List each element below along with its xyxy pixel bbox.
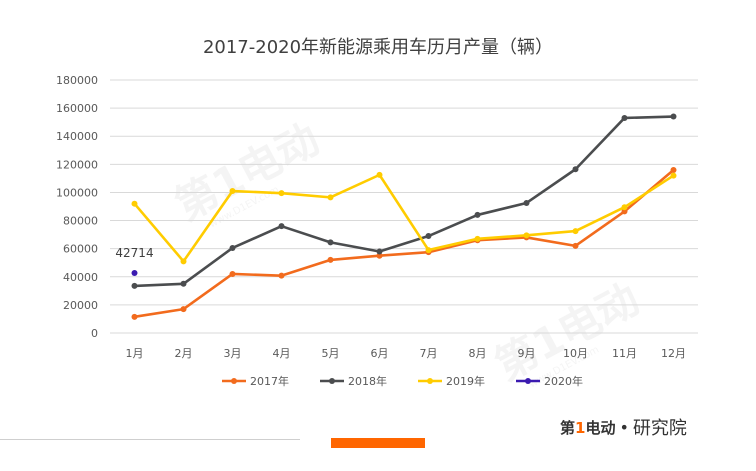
legend-item: 2019年: [418, 374, 485, 388]
x-tick-label: 5月: [322, 347, 340, 360]
legend-swatch-marker: [329, 378, 335, 384]
brand-subtitle: 研究院: [632, 418, 687, 439]
legend-item: 2018年: [320, 374, 387, 388]
legend-label: 2018年: [348, 374, 387, 388]
data-label: 42714: [115, 246, 153, 260]
brand-separator: •: [619, 417, 629, 437]
y-axis-ticks: 0 20000 40000 60000 80000 100000 120000 140000 1…: [56, 74, 98, 340]
data-point: [229, 270, 236, 277]
data-point: [425, 233, 432, 240]
data-point: [621, 204, 628, 211]
data-point: [621, 114, 628, 121]
data-point: [229, 188, 236, 195]
x-tick-label: 1月: [126, 347, 144, 360]
y-tick-label: 80000: [63, 215, 98, 228]
data-point: [229, 244, 236, 251]
x-tick-label: 6月: [371, 347, 389, 360]
data-point: [621, 208, 628, 215]
data-point: [180, 306, 187, 313]
legend-label: 2019年: [446, 374, 485, 388]
watermark-text: 第1电动: [487, 274, 647, 390]
series-2020年: [131, 269, 138, 276]
x-tick-label: 11月: [612, 347, 637, 360]
series-2019年: [131, 171, 677, 265]
x-tick-label: 9月: [518, 347, 536, 360]
data-point: [572, 242, 579, 249]
x-tick-label: 4月: [273, 347, 291, 360]
data-point: [523, 199, 530, 206]
y-tick-label: 100000: [56, 186, 98, 199]
data-point: [425, 247, 432, 254]
data-point: [376, 171, 383, 178]
data-point: [572, 228, 579, 235]
footer-divider: [0, 439, 300, 440]
x-tick-label: 2月: [175, 347, 193, 360]
data-point: [572, 166, 579, 173]
legend-item: 2020年: [516, 374, 583, 388]
data-point: [327, 194, 334, 201]
data-point: [278, 223, 285, 230]
y-tick-label: 0: [91, 327, 98, 340]
series-line: [133, 173, 675, 263]
x-axis-ticks: 1月 2月 3月 4月 5月 6月 7月 8月 9月 10月 11月 12月: [126, 347, 687, 360]
data-point: [327, 256, 334, 263]
watermark-text: 第1电动: [167, 114, 327, 230]
legend-label: 2017年: [250, 374, 289, 388]
data-point: [278, 272, 285, 279]
y-tick-label: 40000: [63, 271, 98, 284]
series-layer: [131, 113, 677, 320]
data-point: [474, 211, 481, 218]
series-2018年: [131, 113, 677, 289]
data-point: [131, 313, 138, 320]
grid-lines: [110, 79, 698, 334]
data-point: [670, 166, 677, 173]
data-point: [376, 252, 383, 259]
data-point: [670, 172, 677, 179]
y-tick-label: 20000: [63, 299, 98, 312]
data-point: [180, 280, 187, 287]
legend-label: 2020年: [544, 374, 583, 388]
data-point: [670, 113, 677, 120]
legend-swatch-marker: [231, 378, 237, 384]
annotations-layer: 42714: [115, 246, 153, 260]
y-tick-label: 160000: [56, 102, 98, 115]
y-tick-label: 180000: [56, 74, 98, 87]
series-line: [134, 168, 675, 319]
x-tick-label: 8月: [469, 347, 487, 360]
chart-title: 2017-2020年新能源乘用车历月产量（辆）: [202, 37, 554, 58]
legend-item: 2017年: [222, 374, 289, 388]
x-tick-label: 3月: [224, 347, 242, 360]
x-tick-label: 12月: [661, 347, 686, 360]
series-line: [134, 115, 674, 288]
data-point: [131, 200, 138, 207]
x-tick-label: 10月: [563, 347, 588, 360]
x-tick-label: 7月: [420, 347, 438, 360]
data-point: [131, 282, 138, 289]
legend-swatch-marker: [427, 378, 433, 384]
footer-accent-bar: [331, 438, 425, 448]
legend: 2017年 2018年 2019年 2020年: [222, 374, 583, 388]
data-point: [180, 258, 187, 265]
data-point: [376, 248, 383, 255]
brand-footer: 第1电动 • 研究院: [560, 410, 687, 444]
y-tick-label: 120000: [56, 158, 98, 171]
data-point: [327, 239, 334, 246]
y-tick-label: 60000: [63, 243, 98, 256]
data-point: [278, 190, 285, 197]
brand-logo: 第1电动: [560, 418, 616, 437]
data-point: [131, 269, 138, 276]
data-point: [523, 232, 530, 239]
data-point: [474, 235, 481, 242]
y-tick-label: 140000: [56, 130, 98, 143]
legend-swatch-marker: [525, 378, 531, 384]
